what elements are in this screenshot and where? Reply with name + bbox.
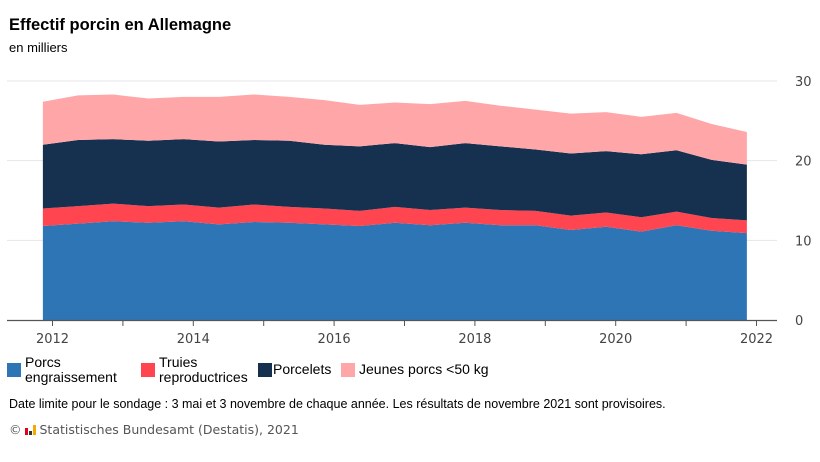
source-credit: © Statistisches Bundesamt (Destatis), 20… (9, 422, 299, 437)
legend-swatch (258, 362, 272, 377)
legend-label: Truies (159, 354, 198, 370)
legend-item-porcs-engraissement[interactable]: Porcs engraissement (7, 355, 117, 385)
legend-swatch (341, 362, 355, 377)
area-series-porcs-engraissement (42, 221, 747, 320)
credit-text: Statistisches Bundesamt (Destatis), 2021 (39, 422, 299, 437)
legend-label: Porcs (25, 354, 61, 370)
area-series-jeunes-porcs-50-kg (42, 94, 747, 165)
x-tick-label: 2022 (740, 332, 773, 347)
legend-item-porcelets[interactable]: Porcelets (258, 362, 331, 377)
legend-item-truies-reproductrices[interactable]: Truies reproductrices (141, 355, 248, 385)
y-tick-label: 10 (795, 234, 812, 249)
area-series-truies-reproductrices (42, 203, 747, 234)
x-tick-label: 2018 (458, 332, 491, 347)
stacked-area-chart: 0 10 20 30 2012 2014 2016 2018 2020 2022 (7, 75, 812, 347)
x-tick-label: 2020 (599, 332, 632, 347)
chart-title: Effectif porcin en Allemagne (9, 16, 232, 34)
x-tick-label: 2016 (318, 332, 351, 347)
y-tick-label: 0 (795, 314, 803, 329)
chart-subtitle: en milliers (9, 40, 68, 55)
legend-item-jeunes-porcs[interactable]: Jeunes porcs <50 kg (341, 362, 489, 377)
area-series-porcelets (42, 139, 747, 221)
y-tick-label: 20 (795, 155, 812, 170)
legend-swatch (141, 363, 155, 377)
footnote: Date limite pour le sondage : 3 mai et 3… (9, 397, 666, 411)
legend-swatch (7, 363, 21, 377)
legend-label: Porcelets (273, 361, 332, 377)
copyright-symbol: © (9, 422, 22, 437)
legend-label: Jeunes porcs <50 kg (359, 361, 489, 377)
y-tick-label: 30 (795, 75, 812, 90)
x-tick-label: 2014 (177, 332, 210, 347)
x-tick-label: 2012 (36, 332, 69, 347)
legend-label: engraissement (25, 369, 117, 385)
legend-label: reproductrices (159, 369, 248, 385)
destatis-logo-icon (24, 425, 36, 435)
